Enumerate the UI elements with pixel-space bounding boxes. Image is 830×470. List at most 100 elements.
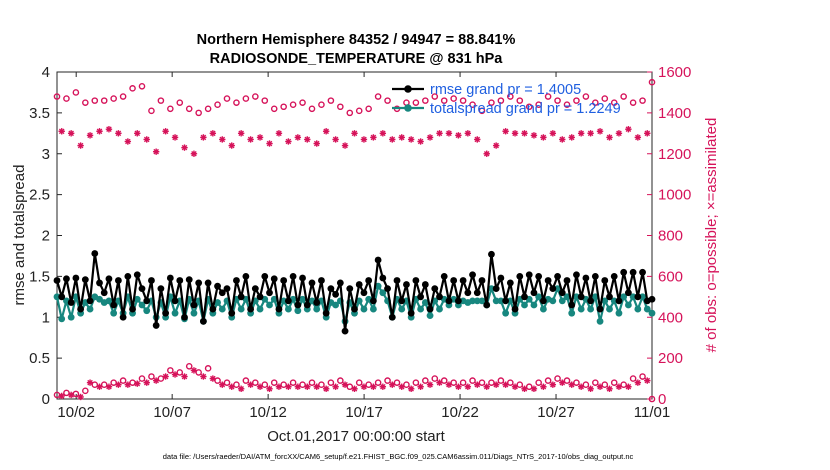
possible-low-obs-marker xyxy=(119,377,127,384)
possible-obs-marker xyxy=(629,99,637,106)
totalspread-marker xyxy=(606,305,613,313)
totalspread-marker xyxy=(294,307,302,315)
totalspread-marker xyxy=(426,312,434,320)
assimilated-low-obs-marker xyxy=(426,381,434,388)
assimilated-obs-marker xyxy=(266,140,273,147)
rmse-marker xyxy=(483,301,491,309)
assimilated-low-obs-marker xyxy=(77,393,84,401)
possible-obs-marker xyxy=(478,107,486,115)
rmse-marker xyxy=(162,309,170,317)
rmse-marker xyxy=(624,289,632,297)
possible-low-obs-marker xyxy=(459,379,467,386)
rmse-marker xyxy=(568,301,576,309)
rmse-marker xyxy=(77,305,85,313)
y-right-tick-label: 1600 xyxy=(658,64,691,81)
rmse-marker xyxy=(525,271,533,279)
rmse-marker xyxy=(620,268,628,276)
assimilated-low-obs-marker xyxy=(464,383,472,390)
possible-obs-marker xyxy=(639,97,646,104)
rmse-marker xyxy=(582,274,590,282)
assimilated-low-obs-marker xyxy=(266,385,273,392)
rmse-marker xyxy=(199,317,207,325)
assimilated-low-obs-marker xyxy=(134,380,141,387)
totalspread-marker xyxy=(360,305,368,313)
possible-low-obs-marker xyxy=(573,379,580,386)
possible-low-obs-marker xyxy=(289,379,297,386)
x-tick-label: 11/01 xyxy=(634,404,670,421)
totalspread-marker xyxy=(478,297,486,305)
rmse-marker xyxy=(488,250,495,258)
assimilated-obs-marker xyxy=(115,130,122,137)
rmse-marker xyxy=(478,277,486,284)
rmse-marker xyxy=(384,285,391,293)
assimilated-obs-marker xyxy=(379,130,387,137)
possible-low-obs-marker xyxy=(393,379,401,386)
assimilated-obs-marker xyxy=(389,136,396,143)
assimilated-low-obs-marker xyxy=(530,385,538,392)
assimilated-obs-marker xyxy=(77,142,84,149)
totalspread-marker xyxy=(86,305,94,313)
possible-low-obs-marker xyxy=(403,381,410,388)
grid-lines xyxy=(57,71,653,400)
rmse-marker xyxy=(110,301,118,309)
totalspread-marker xyxy=(539,305,547,313)
totalspread-marker xyxy=(502,309,510,317)
possible-obs-marker xyxy=(148,107,155,115)
rmse-marker xyxy=(558,289,566,297)
possible-low-obs-marker xyxy=(129,379,136,386)
assimilated-low-obs-marker xyxy=(115,381,122,388)
totalspread-marker xyxy=(266,301,273,309)
rmse-marker xyxy=(256,293,264,301)
assimilated-low-obs-marker xyxy=(143,379,150,386)
rmse-marker xyxy=(573,271,580,279)
rmse-marker xyxy=(403,281,410,288)
rmse-marker xyxy=(81,276,89,284)
totalspread-marker xyxy=(237,305,245,313)
rmse-marker xyxy=(275,305,283,313)
assimilated-low-obs-marker xyxy=(162,373,169,380)
possible-obs-marker xyxy=(601,95,609,102)
totalspread-marker xyxy=(568,309,576,317)
assimilated-obs-marker xyxy=(209,130,217,137)
possible-obs-marker xyxy=(535,101,542,108)
possible-low-obs-marker xyxy=(610,379,618,386)
rmse-marker xyxy=(587,297,595,305)
y-left-tick-label: 2.5 xyxy=(29,187,50,204)
x-tick-label: 10/02 xyxy=(57,404,95,421)
rmse-marker xyxy=(596,305,604,313)
possible-obs-marker xyxy=(355,107,363,115)
possible-low-obs-marker xyxy=(72,390,80,398)
rmse-marker xyxy=(539,297,547,305)
rmse-marker xyxy=(247,305,255,313)
assimilated-obs-marker xyxy=(134,130,141,137)
totalspread-marker xyxy=(332,301,340,309)
totalspread-marker xyxy=(601,297,609,305)
totalspread-marker xyxy=(473,297,481,305)
totalspread-marker xyxy=(506,297,514,305)
possible-low-obs-marker xyxy=(535,379,542,386)
rmse-marker xyxy=(266,289,273,297)
totalspread-marker xyxy=(558,297,566,305)
totalspread-marker xyxy=(554,285,561,293)
rmse-marker xyxy=(228,309,236,317)
rmse-marker xyxy=(563,277,571,284)
rmse-marker xyxy=(535,272,543,280)
possible-obs-marker xyxy=(554,97,561,104)
assimilated-low-obs-marker xyxy=(322,385,330,392)
totalspread-marker xyxy=(369,305,377,313)
possible-obs-marker xyxy=(185,105,193,113)
possible-low-obs-marker xyxy=(497,377,505,384)
rmse-marker xyxy=(294,301,302,309)
assimilated-obs-marker xyxy=(615,130,623,137)
totalspread-marker xyxy=(629,293,637,301)
rmse-marker xyxy=(502,297,510,305)
assimilated-low-obs-marker xyxy=(237,385,245,392)
rmse-marker xyxy=(195,279,203,287)
possible-obs-marker xyxy=(91,97,99,104)
possible-low-obs-marker xyxy=(554,375,561,382)
totalspread-marker xyxy=(492,297,500,305)
rmse-marker xyxy=(346,285,354,293)
assimilated-obs-marker xyxy=(313,140,320,147)
assimilated-obs-marker xyxy=(294,134,302,141)
